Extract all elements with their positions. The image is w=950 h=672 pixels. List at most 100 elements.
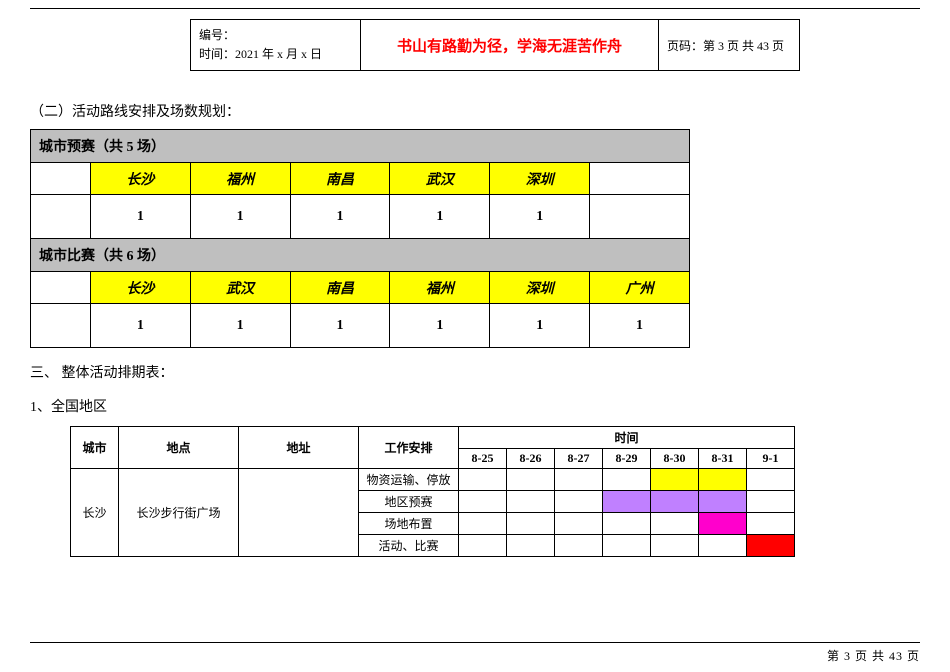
gantt-cell bbox=[603, 535, 651, 557]
footer-page-text: 第 3 页 共 43 页 bbox=[30, 647, 920, 664]
city-cell: 南昌 bbox=[290, 163, 390, 195]
gantt-cell bbox=[507, 491, 555, 513]
task-cell: 场地布置 bbox=[359, 513, 459, 535]
schedule-header-row-1: 城市 地点 地址 工作安排 时间 bbox=[71, 427, 795, 449]
col-city: 城市 bbox=[71, 427, 119, 469]
date-header: 8-30 bbox=[651, 449, 699, 469]
gantt-cell bbox=[651, 535, 699, 557]
city-cell: 武汉 bbox=[390, 163, 490, 195]
value-cell: 1 bbox=[90, 304, 190, 348]
value-cell: 1 bbox=[590, 304, 690, 348]
place-value: 长沙步行街广场 bbox=[119, 469, 239, 557]
header-box: 编号： 时间：2021 年 x 月 x 日 书山有路勤为径，学海无涯苦作舟 页码… bbox=[190, 19, 800, 71]
preliminary-values-row: 1 1 1 1 1 bbox=[31, 195, 690, 239]
competition-cities-row: 长沙 武汉 南昌 福州 深圳 广州 bbox=[31, 272, 690, 304]
value-cell: 1 bbox=[190, 195, 290, 239]
task-cell: 活动、比赛 bbox=[359, 535, 459, 557]
task-cell: 地区预赛 bbox=[359, 491, 459, 513]
task-cell: 物资运输、停放 bbox=[359, 469, 459, 491]
city-cell: 长沙 bbox=[90, 272, 190, 304]
gantt-cell bbox=[507, 469, 555, 491]
col-time: 时间 bbox=[459, 427, 795, 449]
gantt-cell bbox=[555, 491, 603, 513]
gantt-cell bbox=[459, 469, 507, 491]
date-header: 9-1 bbox=[747, 449, 795, 469]
gantt-cell bbox=[459, 491, 507, 513]
gantt-cell bbox=[555, 513, 603, 535]
city-cell: 广州 bbox=[590, 272, 690, 304]
schedule-row: 长沙 长沙步行街广场 物资运输、停放 bbox=[71, 469, 795, 491]
section-3-title: 三、 整体活动排期表： bbox=[30, 362, 920, 382]
gantt-cell bbox=[747, 513, 795, 535]
gantt-cell bbox=[555, 469, 603, 491]
header-mid: 书山有路勤为径，学海无涯苦作舟 bbox=[361, 20, 659, 70]
empty-cell bbox=[31, 272, 91, 304]
value-cell: 1 bbox=[290, 304, 390, 348]
value-cell: 1 bbox=[390, 304, 490, 348]
gantt-cell bbox=[699, 491, 747, 513]
header-right: 页码：第 3 页 共 43 页 bbox=[659, 20, 799, 70]
empty-cell bbox=[31, 195, 91, 239]
section-3-sub: 1、全国地区 bbox=[30, 396, 920, 416]
city-cell: 深圳 bbox=[490, 163, 590, 195]
gantt-cell bbox=[747, 535, 795, 557]
empty-cell bbox=[590, 195, 690, 239]
city-value: 长沙 bbox=[71, 469, 119, 557]
gantt-cell bbox=[747, 491, 795, 513]
gantt-cell bbox=[603, 513, 651, 535]
empty-cell bbox=[31, 304, 91, 348]
date-header: 8-29 bbox=[603, 449, 651, 469]
col-place: 地点 bbox=[119, 427, 239, 469]
gantt-cell bbox=[603, 491, 651, 513]
date-header: 8-25 bbox=[459, 449, 507, 469]
value-cell: 1 bbox=[490, 195, 590, 239]
gantt-cell bbox=[651, 469, 699, 491]
preliminary-header: 城市预赛（共 5 场） bbox=[31, 130, 690, 163]
motto-text: 书山有路勤为径，学海无涯苦作舟 bbox=[397, 35, 622, 56]
city-cell: 福州 bbox=[190, 163, 290, 195]
empty-cell bbox=[590, 163, 690, 195]
date-header: 8-27 bbox=[555, 449, 603, 469]
doc-time-label: 时间：2021 年 x 月 x 日 bbox=[199, 45, 352, 64]
col-addr: 地址 bbox=[239, 427, 359, 469]
route-table: 城市预赛（共 5 场） 长沙 福州 南昌 武汉 深圳 1 1 1 1 1 城市比… bbox=[30, 129, 690, 348]
gantt-cell bbox=[603, 469, 651, 491]
date-header: 8-26 bbox=[507, 449, 555, 469]
gantt-cell bbox=[699, 535, 747, 557]
city-cell: 福州 bbox=[390, 272, 490, 304]
section-2-title: （二）活动路线安排及场数规划： bbox=[30, 101, 920, 121]
top-rule bbox=[30, 8, 920, 9]
gantt-cell bbox=[459, 535, 507, 557]
value-cell: 1 bbox=[390, 195, 490, 239]
page-label: 页码：第 3 页 共 43 页 bbox=[667, 37, 784, 54]
col-work: 工作安排 bbox=[359, 427, 459, 469]
city-cell: 长沙 bbox=[90, 163, 190, 195]
addr-value bbox=[239, 469, 359, 557]
gantt-cell bbox=[555, 535, 603, 557]
competition-header: 城市比赛（共 6 场） bbox=[31, 239, 690, 272]
header-left: 编号： 时间：2021 年 x 月 x 日 bbox=[191, 20, 361, 70]
empty-cell bbox=[31, 163, 91, 195]
preliminary-cities-row: 长沙 福州 南昌 武汉 深圳 bbox=[31, 163, 690, 195]
value-cell: 1 bbox=[190, 304, 290, 348]
value-cell: 1 bbox=[490, 304, 590, 348]
value-cell: 1 bbox=[90, 195, 190, 239]
date-header: 8-31 bbox=[699, 449, 747, 469]
gantt-cell bbox=[459, 513, 507, 535]
value-cell: 1 bbox=[290, 195, 390, 239]
gantt-cell bbox=[507, 535, 555, 557]
city-cell: 武汉 bbox=[190, 272, 290, 304]
gantt-cell bbox=[651, 491, 699, 513]
gantt-cell bbox=[747, 469, 795, 491]
schedule-table: 城市 地点 地址 工作安排 时间 8-25 8-26 8-27 8-29 8-3… bbox=[70, 426, 795, 557]
gantt-cell bbox=[651, 513, 699, 535]
footer-rule bbox=[30, 642, 920, 643]
footer: 第 3 页 共 43 页 bbox=[30, 642, 920, 664]
doc-id-label: 编号： bbox=[199, 26, 352, 45]
competition-values-row: 1 1 1 1 1 1 bbox=[31, 304, 690, 348]
city-cell: 深圳 bbox=[490, 272, 590, 304]
gantt-cell bbox=[507, 513, 555, 535]
city-cell: 南昌 bbox=[290, 272, 390, 304]
gantt-cell bbox=[699, 469, 747, 491]
gantt-cell bbox=[699, 513, 747, 535]
